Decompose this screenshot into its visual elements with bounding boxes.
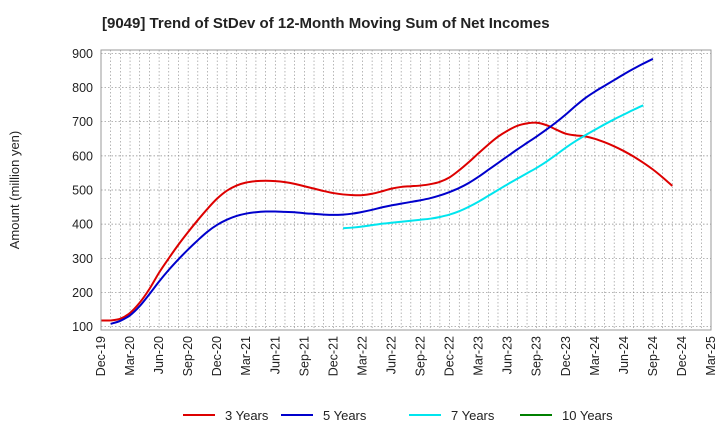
y-tick-label: 400 <box>72 218 93 232</box>
x-tick-label: Jun-24 <box>617 336 631 374</box>
x-tick-label: Jun-21 <box>268 336 282 374</box>
y-tick-label: 100 <box>72 320 93 334</box>
x-tick-label: Dec-21 <box>326 336 340 376</box>
legend-label-3-years: 3 Years <box>225 408 269 423</box>
x-tick-label: Mar-21 <box>239 336 253 376</box>
plot-frame <box>100 49 712 331</box>
x-axis-ticks: Dec-19 Mar-20 Jun-20 Sep-20 Dec-20 Mar-21 Jun-… <box>94 336 718 376</box>
x-tick-label: Dec-24 <box>675 336 689 376</box>
y-tick-label: 500 <box>72 184 93 198</box>
y-tick-label: 300 <box>72 252 93 266</box>
y-tick-label: 900 <box>72 47 93 61</box>
x-tick-label: Sep-22 <box>414 336 428 376</box>
x-tick-label: Sep-23 <box>530 336 544 376</box>
y-tick-label: 700 <box>72 115 93 129</box>
x-tick-label: Mar-22 <box>355 336 369 376</box>
y-tick-label: 200 <box>72 286 93 300</box>
x-tick-label: Jun-20 <box>152 336 166 374</box>
x-tick-label: Mar-23 <box>472 336 486 376</box>
legend-label-10-years: 10 Years <box>562 408 613 423</box>
x-tick-label: Dec-23 <box>559 336 573 376</box>
x-tick-label: Dec-19 <box>94 336 108 376</box>
x-tick-label: Mar-20 <box>123 336 137 376</box>
chart-title: [9049] Trend of StDev of 12-Month Moving… <box>102 15 550 32</box>
series-line-3-years <box>100 121 673 322</box>
x-tick-label: Jun-22 <box>384 336 398 374</box>
y-axis-title: Amount (million yen) <box>7 131 22 250</box>
x-tick-label: Jun-23 <box>501 336 515 374</box>
series-lines <box>100 57 673 325</box>
x-tick-label: Mar-24 <box>588 336 602 376</box>
x-tick-label: Mar-25 <box>704 336 718 376</box>
y-tick-label: 600 <box>72 149 93 163</box>
y-axis-ticks: 100 200 300 400 500 600 700 800 900 <box>72 47 93 334</box>
y-tick-label: 800 <box>72 81 93 95</box>
x-tick-label: Sep-20 <box>181 336 195 376</box>
legend-label-7-years: 7 Years <box>451 408 495 423</box>
x-tick-label: Sep-21 <box>297 336 311 376</box>
x-tick-label: Dec-22 <box>443 336 457 376</box>
legend: 3 Years 5 Years 7 Years 10 Years <box>183 408 613 423</box>
series-line-5-years <box>110 57 654 325</box>
series-line-7-years <box>342 104 644 230</box>
x-tick-label: Dec-20 <box>210 336 224 376</box>
legend-label-5-years: 5 Years <box>323 408 367 423</box>
x-tick-label: Sep-24 <box>646 336 660 376</box>
